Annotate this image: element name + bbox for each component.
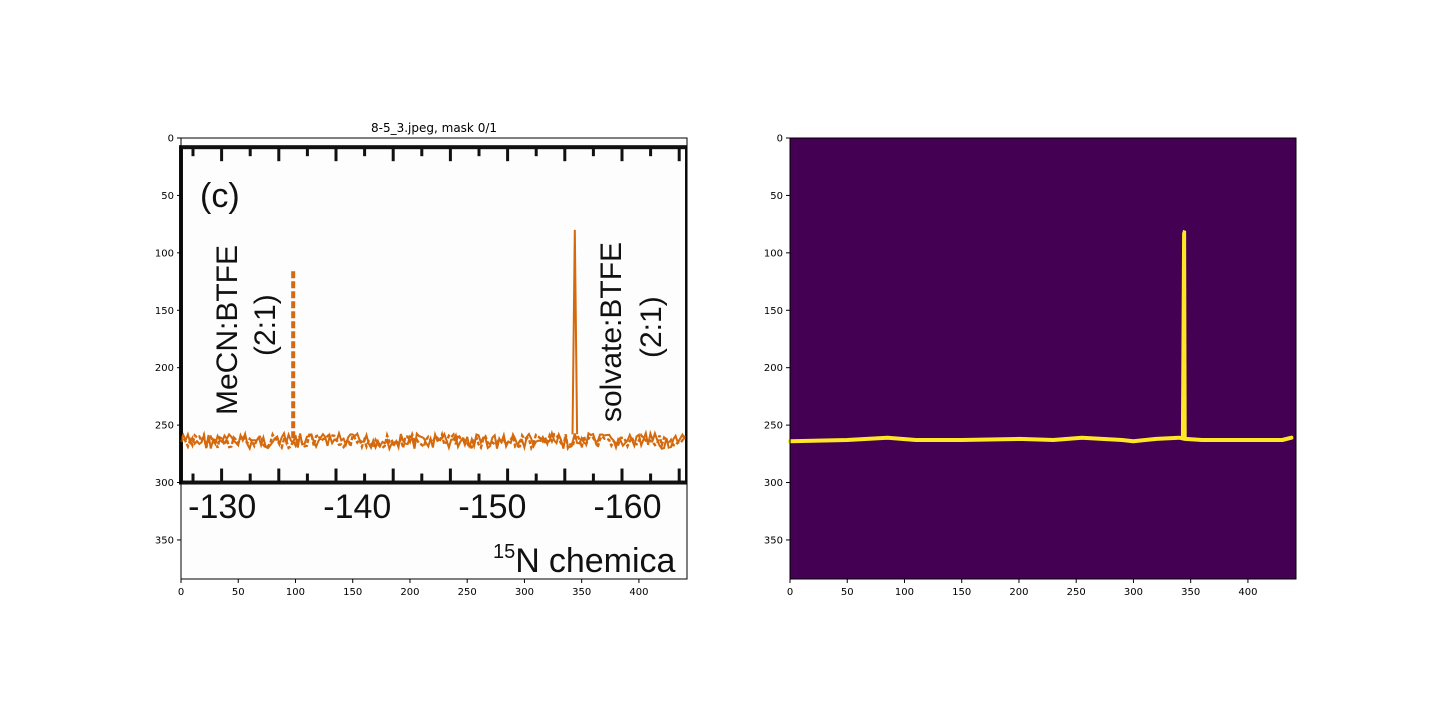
y-tick-label: 200: [764, 363, 783, 374]
y-tick-label: 150: [764, 306, 783, 317]
label-solvate-line1: solvate:BTFE: [595, 242, 628, 422]
y-tick-label: 0: [168, 134, 174, 145]
x-tick-label: 350: [572, 587, 591, 598]
label-meCN-ratio: (2:1): [249, 294, 282, 356]
y-tick-label: 200: [155, 363, 174, 374]
mask-peak: [1180, 229, 1187, 438]
label-meCN-line2: (2:1): [249, 294, 282, 356]
left-panel-image: (c) MeCN:BTFE (2:1) solvate:BTFE (2:1) -…: [179, 138, 697, 580]
x-tick-label: 50: [841, 587, 854, 598]
x-tick-label: 0: [787, 587, 793, 598]
y-tick-label: 0: [777, 134, 783, 145]
x-tick-label: 0: [178, 587, 184, 598]
spectrum-x-tick-labels: -130 -140 -150 -160: [188, 488, 661, 526]
spectrum-x-tick-label: -140: [323, 488, 391, 526]
x-tick-label: 400: [1238, 587, 1257, 598]
spectrum-trace-solid: [180, 429, 686, 452]
spectrum-x-tick-label: -130: [188, 488, 256, 526]
y-tick-label: 50: [161, 191, 174, 202]
y-tick-label: 100: [155, 248, 174, 259]
y-tick-label: 250: [764, 421, 783, 432]
x-tick-label: 400: [629, 587, 648, 598]
x-tick-label: 100: [286, 587, 305, 598]
x-tick-label: 100: [895, 587, 914, 598]
spectrum-trace-dashed: [179, 430, 686, 452]
y-tick-label: 300: [764, 478, 783, 489]
x-tick-label: 150: [343, 587, 362, 598]
y-tick-label: 100: [764, 248, 783, 259]
x-tick-label: 300: [1124, 587, 1143, 598]
y-tick-label: 150: [155, 306, 174, 317]
right-axes-ticks: 0 50 100 150 200 250 300 350 400 0 50 100 150 200 250 3…: [764, 134, 1258, 599]
axis-label-word: chemica: [549, 542, 676, 580]
right-panel-mask: [788, 138, 1296, 579]
panel-label: (c): [200, 177, 240, 215]
right-axes-frame: [789, 137, 1297, 580]
left-axes-ticks: 0 50 100 150 200 250 300 350 400 0 50 100 150 200 250 3…: [155, 134, 649, 599]
y-tick-label: 300: [155, 478, 174, 489]
y-tick-label: 250: [155, 421, 174, 432]
axis-label-superscript: 15: [493, 541, 515, 563]
y-tick-label: 350: [155, 535, 174, 546]
spectrum-peak-solid: [571, 229, 579, 435]
y-tick-label: 350: [764, 535, 783, 546]
spectrum-x-axis-label: 15N chemica: [493, 541, 676, 580]
label-solvate-line2: (2:1): [635, 296, 668, 358]
x-tick-label: 250: [458, 587, 477, 598]
label-solvate-ratio: (2:1): [635, 296, 668, 358]
label-meCN-line1: MeCN:BTFE: [211, 245, 244, 415]
label-solvate: solvate:BTFE: [595, 242, 628, 422]
axis-label-nucleus: N: [515, 542, 540, 580]
spectrum-x-tick-label: -160: [593, 488, 661, 526]
mask-baseline: [788, 435, 1294, 444]
x-tick-label: 50: [232, 587, 245, 598]
label-meCN: MeCN:BTFE: [211, 245, 244, 415]
x-tick-label: 350: [1181, 587, 1200, 598]
spectrum-x-tick-label: -150: [458, 488, 526, 526]
left-axes-frame: [180, 137, 688, 580]
x-tick-label: 150: [952, 587, 971, 598]
spectrum-top-ticks: [191, 147, 681, 162]
x-tick-label: 250: [1067, 587, 1086, 598]
left-panel-title: 8-5_3.jpeg, mask 0/1: [371, 121, 497, 135]
x-tick-label: 200: [1009, 587, 1028, 598]
y-tick-label: 50: [770, 191, 783, 202]
x-tick-label: 300: [515, 587, 534, 598]
x-tick-label: 200: [400, 587, 419, 598]
spectrum-traces: [179, 229, 686, 452]
spectrum-bottom-ticks: [191, 468, 681, 483]
